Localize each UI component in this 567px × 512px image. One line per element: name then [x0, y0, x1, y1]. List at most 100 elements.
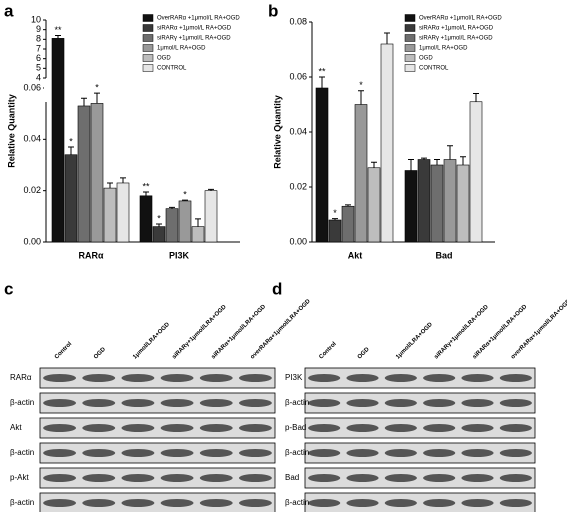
blot-band — [308, 399, 341, 407]
protein-label: Bad — [285, 473, 299, 482]
blot-band — [499, 499, 532, 507]
legend-swatch — [404, 34, 416, 42]
bar — [90, 103, 104, 243]
y-tick-label: 10 — [31, 14, 41, 24]
blot-band — [384, 474, 417, 482]
blot-band — [199, 499, 233, 507]
error-bar — [434, 159, 440, 165]
protein-label: β-actin — [285, 398, 309, 407]
blot-band — [82, 399, 116, 407]
bar — [315, 87, 329, 243]
blot-band — [199, 399, 233, 407]
y-tick-label: 0.04 — [289, 126, 307, 136]
y-tick-label: 6 — [36, 53, 41, 63]
bar — [116, 182, 130, 243]
blot-band — [238, 374, 272, 382]
error-bar — [447, 145, 453, 160]
error-bar — [182, 199, 188, 201]
y-tick-label: 7 — [36, 43, 41, 53]
blot-band — [238, 474, 272, 482]
error-bar — [143, 191, 149, 196]
blot-band — [121, 499, 155, 507]
bar — [430, 164, 444, 243]
blot-band — [238, 399, 272, 407]
significance: ** — [54, 25, 62, 35]
blot-strip — [304, 467, 536, 489]
blot-strip — [39, 367, 276, 389]
significance: * — [333, 208, 337, 218]
blot-band — [160, 474, 194, 482]
error-bar — [195, 218, 201, 227]
bar — [178, 200, 192, 243]
significance: ** — [318, 66, 326, 76]
blot-band — [346, 399, 379, 407]
blot-band — [199, 374, 233, 382]
legend-label: OverRARα +1μmol/L RA+OGD — [157, 16, 240, 22]
significance: * — [95, 83, 99, 93]
blot-band — [308, 499, 341, 507]
blot-band — [346, 374, 379, 382]
legend-swatch — [142, 54, 154, 62]
blot-band — [461, 499, 494, 507]
blot-band — [160, 424, 194, 432]
blot-band — [308, 424, 341, 432]
blot-band — [461, 424, 494, 432]
blot-band — [121, 474, 155, 482]
blot-band — [384, 374, 417, 382]
error-bar — [473, 93, 479, 102]
blot-band — [346, 424, 379, 432]
y-tick-label: 0.02 — [23, 185, 41, 195]
panel-label: a — [4, 1, 14, 20]
error-bar — [208, 188, 214, 191]
blot-band — [121, 399, 155, 407]
lane-label: OGD — [357, 346, 371, 360]
blot-band — [346, 499, 379, 507]
error-bar — [120, 177, 126, 183]
y-tick-label: 0.08 — [289, 16, 307, 26]
bar — [139, 195, 153, 243]
bar — [443, 159, 457, 243]
blot-band — [499, 449, 532, 457]
blot-strip — [304, 367, 536, 389]
bar — [204, 190, 218, 243]
error-bar — [156, 223, 162, 227]
blot-band — [461, 474, 494, 482]
blot-band — [461, 374, 494, 382]
lane-label: 1μmol/LRA+OGD — [395, 321, 434, 360]
panel-label: b — [268, 1, 278, 20]
lane-label: Control — [54, 341, 74, 361]
panel-label: d — [272, 279, 282, 298]
bar — [341, 205, 355, 243]
error-bar — [408, 159, 414, 171]
blot-strip — [304, 417, 536, 439]
bar — [354, 104, 368, 243]
legend-label: CONTROL — [419, 66, 449, 72]
blot-band — [423, 499, 456, 507]
legend-swatch — [142, 64, 154, 72]
x-tick-label: RARα — [78, 250, 103, 260]
protein-label: β-actin — [10, 498, 34, 507]
legend-label: siRARγ +1μmol/L RA+OGD — [419, 36, 493, 42]
legend-swatch — [142, 14, 154, 22]
y-tick-label: 0.06 — [289, 71, 307, 81]
blot-strip — [304, 442, 536, 464]
blot-band — [384, 424, 417, 432]
blot-strip — [39, 492, 276, 512]
protein-label: β-actin — [10, 398, 34, 407]
y-tick-label: 5 — [36, 63, 41, 73]
bar — [380, 43, 394, 243]
legend-label: 1μmol/L RA+OGD — [419, 46, 468, 52]
blot-band — [384, 499, 417, 507]
blot-band — [199, 449, 233, 457]
blot-band — [423, 399, 456, 407]
error-bar — [94, 92, 100, 104]
bar — [64, 154, 78, 243]
lane-label: overRARα+1μmol/LRA+OGD — [510, 298, 567, 360]
bar — [367, 167, 381, 243]
blot-band — [423, 449, 456, 457]
lane-label: OGD — [93, 346, 107, 360]
blot-band — [499, 399, 532, 407]
bar — [469, 101, 483, 243]
protein-label: p-Bad — [285, 423, 306, 432]
